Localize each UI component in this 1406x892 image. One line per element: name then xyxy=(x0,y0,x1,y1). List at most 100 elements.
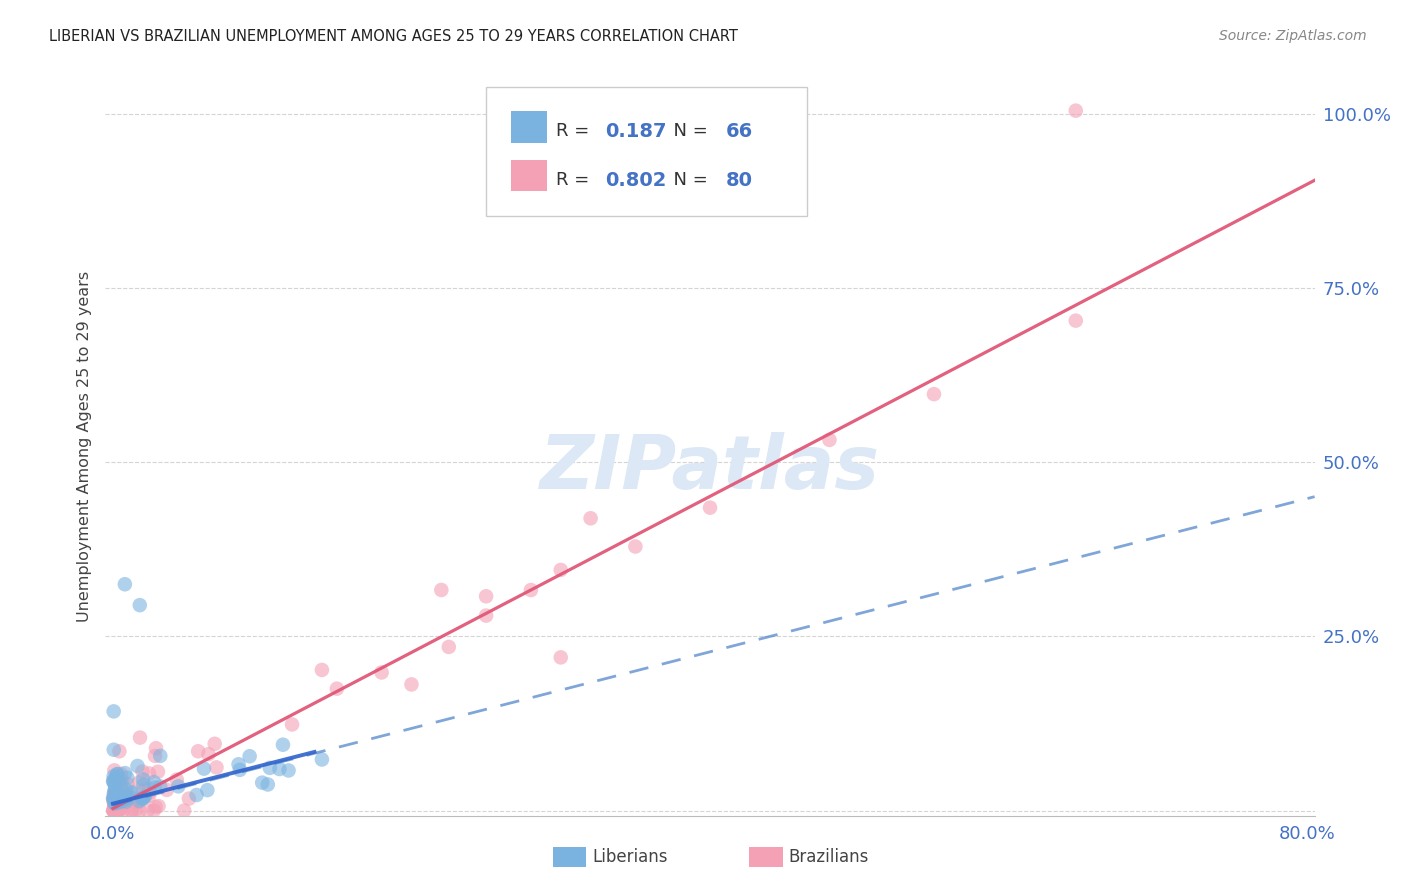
Point xyxy=(205,760,228,774)
Point xyxy=(103,788,125,802)
Point xyxy=(105,804,128,818)
Point xyxy=(132,772,155,787)
Point xyxy=(101,791,124,805)
Point xyxy=(103,797,125,811)
Point xyxy=(103,705,125,719)
Point xyxy=(104,782,127,797)
Point xyxy=(311,663,333,677)
Point xyxy=(142,775,165,789)
Text: Liberians: Liberians xyxy=(592,848,668,866)
Point xyxy=(110,780,132,794)
Point xyxy=(110,776,132,790)
Point xyxy=(475,589,498,603)
Point xyxy=(108,775,131,789)
Point xyxy=(311,752,333,766)
Point xyxy=(104,804,127,818)
Point xyxy=(922,387,945,401)
Point xyxy=(111,794,134,808)
Point xyxy=(120,787,142,801)
Text: N =: N = xyxy=(662,171,713,189)
Point xyxy=(103,800,125,814)
Point xyxy=(173,804,195,818)
Point xyxy=(110,801,132,815)
Point xyxy=(156,783,179,797)
FancyBboxPatch shape xyxy=(510,112,547,143)
Point xyxy=(128,598,150,612)
Point xyxy=(124,804,146,818)
Point xyxy=(104,787,127,801)
Point xyxy=(103,797,125,811)
Point xyxy=(520,582,543,597)
Point xyxy=(131,791,153,805)
Point xyxy=(103,784,125,798)
Text: 0.802: 0.802 xyxy=(605,170,666,190)
Point xyxy=(107,789,129,804)
Point xyxy=(256,777,278,791)
Point xyxy=(624,540,647,554)
Point xyxy=(271,738,294,752)
Point xyxy=(1064,103,1087,118)
Point xyxy=(115,782,138,797)
Point xyxy=(430,582,453,597)
Point xyxy=(104,785,127,799)
Point xyxy=(105,767,128,781)
Text: R =: R = xyxy=(557,122,596,140)
Point xyxy=(104,777,127,791)
Point xyxy=(108,796,131,810)
Point xyxy=(239,749,262,764)
Point xyxy=(105,771,128,785)
Point xyxy=(103,769,125,783)
Point xyxy=(108,804,131,818)
Point xyxy=(138,789,160,803)
Point xyxy=(103,792,125,806)
Point xyxy=(117,789,139,804)
Point xyxy=(104,791,127,805)
Point xyxy=(120,785,142,799)
Point xyxy=(131,764,153,779)
Point xyxy=(111,773,134,788)
Point xyxy=(108,744,131,758)
Point xyxy=(128,791,150,805)
Point xyxy=(370,665,392,680)
Point xyxy=(110,767,132,781)
Point xyxy=(132,778,155,792)
Point xyxy=(277,764,299,778)
Point xyxy=(103,764,125,778)
Point xyxy=(475,608,498,623)
Point xyxy=(104,772,127,786)
Text: R =: R = xyxy=(557,171,596,189)
Point xyxy=(149,780,172,794)
Point xyxy=(437,640,460,654)
Point xyxy=(129,793,152,807)
Point xyxy=(138,781,160,796)
Point xyxy=(145,741,167,756)
Point xyxy=(114,766,136,780)
Point xyxy=(105,799,128,814)
Point xyxy=(101,804,124,818)
Point xyxy=(148,799,170,814)
Point xyxy=(104,804,127,818)
Point xyxy=(115,791,138,805)
Point xyxy=(101,774,124,789)
Point xyxy=(103,793,125,807)
Point xyxy=(138,766,160,780)
Point xyxy=(281,717,304,731)
Text: LIBERIAN VS BRAZILIAN UNEMPLOYMENT AMONG AGES 25 TO 29 YEARS CORRELATION CHART: LIBERIAN VS BRAZILIAN UNEMPLOYMENT AMONG… xyxy=(49,29,738,44)
Point xyxy=(228,757,250,772)
Point xyxy=(103,788,125,802)
Point xyxy=(111,797,134,812)
Point xyxy=(177,791,200,805)
Point xyxy=(146,764,169,779)
Point xyxy=(103,791,125,805)
Point xyxy=(111,789,134,804)
Point xyxy=(269,762,291,776)
Text: N =: N = xyxy=(662,122,713,140)
Point xyxy=(117,791,139,805)
Point xyxy=(111,804,134,818)
Point xyxy=(134,789,156,804)
Point xyxy=(120,804,142,818)
Text: Source: ZipAtlas.com: Source: ZipAtlas.com xyxy=(1219,29,1367,43)
Point xyxy=(250,775,273,789)
Point xyxy=(125,796,148,810)
Point xyxy=(204,737,226,751)
